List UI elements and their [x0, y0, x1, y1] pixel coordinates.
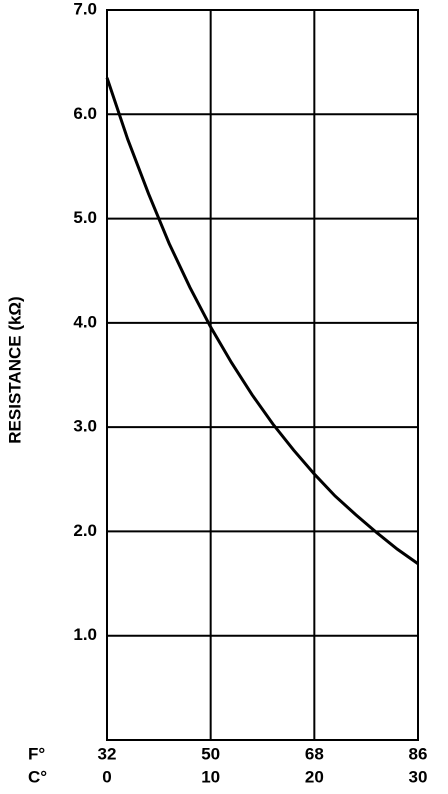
y-tick-label: 4.0: [73, 312, 97, 331]
x-tick-label: 30: [409, 767, 428, 786]
plot-frame: [106, 9, 419, 741]
x-row-label: C°: [28, 767, 47, 786]
x-tick-label-f: 50: [201, 744, 220, 763]
curve: [105, 77, 419, 565]
y-tick-label: 2.0: [73, 521, 97, 540]
x-row-label: F°: [28, 744, 45, 763]
y-tick-label: 7.0: [73, 0, 97, 18]
y-tick-label: 6.0: [73, 104, 97, 123]
y-tick-label: 3.0: [73, 417, 97, 436]
x-tick-label: 10: [201, 767, 220, 786]
x-tick-label-f: 86: [409, 744, 428, 763]
x-tick-label: 20: [305, 767, 324, 786]
y-tick-label: 1.0: [73, 625, 97, 644]
y-axis-label: RESISTANCE (kΩ): [5, 296, 24, 443]
x-tick-label-f: 32: [98, 744, 117, 763]
x-tick-label-f: 68: [305, 744, 324, 763]
x-tick-label: 0: [102, 767, 111, 786]
y-tick-label: 5.0: [73, 208, 97, 227]
